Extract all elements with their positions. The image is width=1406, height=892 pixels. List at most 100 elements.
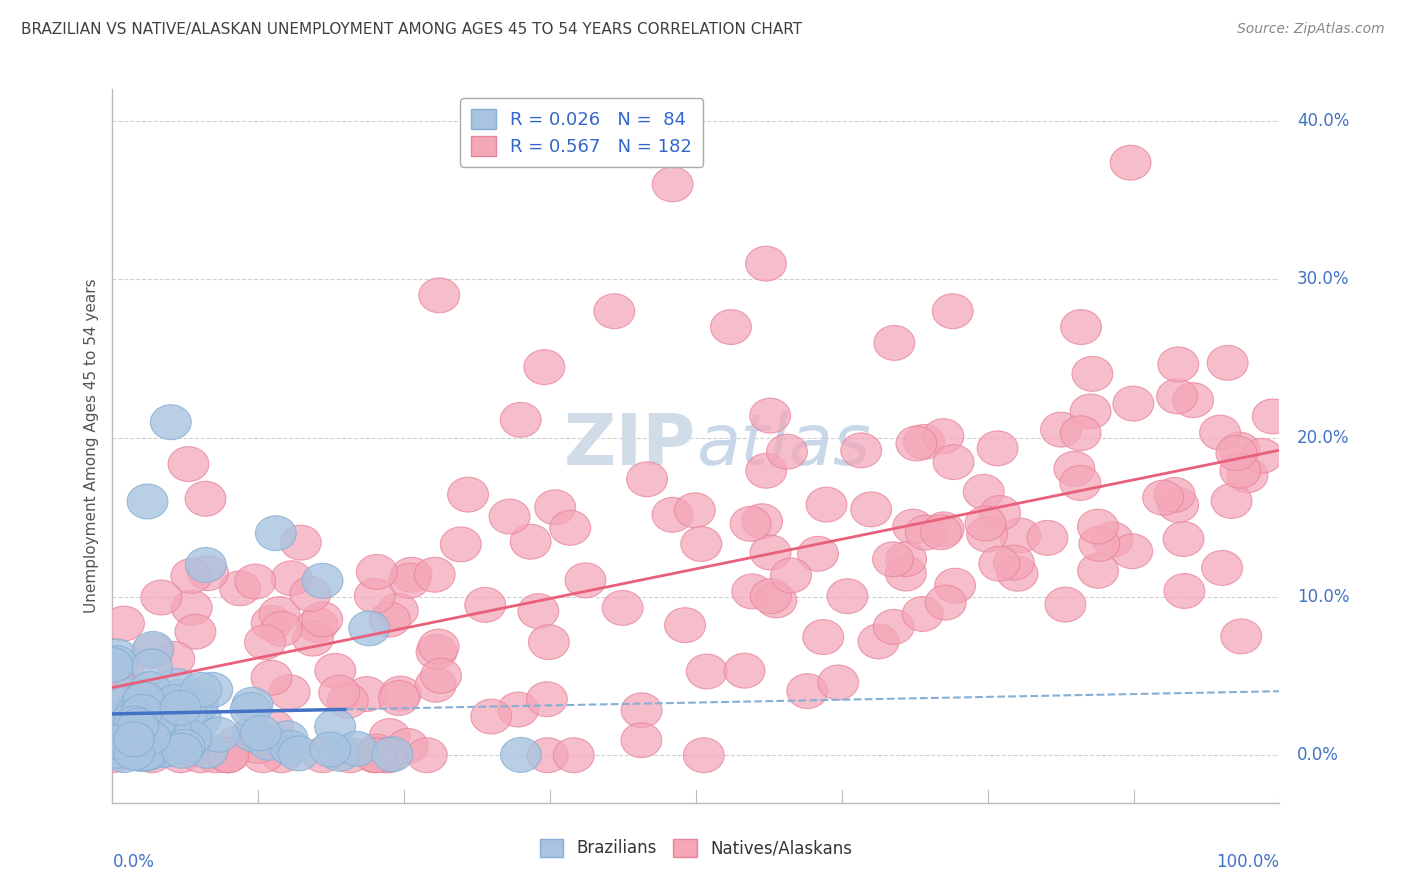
Text: 0.0%: 0.0% <box>112 853 155 871</box>
Ellipse shape <box>217 726 257 761</box>
Ellipse shape <box>231 692 271 727</box>
Ellipse shape <box>391 558 432 592</box>
Ellipse shape <box>963 475 1004 509</box>
Ellipse shape <box>550 510 591 545</box>
Ellipse shape <box>419 278 460 313</box>
Ellipse shape <box>806 487 846 522</box>
Ellipse shape <box>602 591 643 625</box>
Ellipse shape <box>252 606 292 640</box>
Ellipse shape <box>745 453 786 488</box>
Ellipse shape <box>129 720 170 755</box>
Ellipse shape <box>681 526 721 561</box>
Ellipse shape <box>534 490 575 524</box>
Ellipse shape <box>1143 480 1184 515</box>
Ellipse shape <box>903 597 943 632</box>
Ellipse shape <box>921 515 962 549</box>
Ellipse shape <box>745 246 786 281</box>
Text: Source: ZipAtlas.com: Source: ZipAtlas.com <box>1237 22 1385 37</box>
Ellipse shape <box>922 418 965 453</box>
Ellipse shape <box>1060 416 1101 450</box>
Ellipse shape <box>271 561 312 596</box>
Ellipse shape <box>128 736 169 771</box>
Ellipse shape <box>110 678 150 713</box>
Ellipse shape <box>733 574 773 609</box>
Ellipse shape <box>886 556 927 591</box>
Ellipse shape <box>132 632 173 666</box>
Ellipse shape <box>207 738 247 772</box>
Ellipse shape <box>787 673 828 708</box>
Y-axis label: Unemployment Among Ages 45 to 54 years: Unemployment Among Ages 45 to 54 years <box>83 278 98 614</box>
Ellipse shape <box>1054 451 1095 486</box>
Ellipse shape <box>730 507 770 541</box>
Ellipse shape <box>1220 453 1261 488</box>
Ellipse shape <box>1060 466 1101 500</box>
Ellipse shape <box>100 714 141 749</box>
Ellipse shape <box>1211 483 1251 518</box>
Ellipse shape <box>471 699 512 734</box>
Ellipse shape <box>756 583 797 618</box>
Ellipse shape <box>245 624 285 660</box>
Ellipse shape <box>803 620 844 655</box>
Ellipse shape <box>127 724 167 759</box>
Ellipse shape <box>1208 345 1249 380</box>
Ellipse shape <box>177 679 218 714</box>
Ellipse shape <box>118 708 159 743</box>
Ellipse shape <box>124 718 165 753</box>
Legend: Brazilians, Natives/Alaskans: Brazilians, Natives/Alaskans <box>531 830 860 866</box>
Ellipse shape <box>135 708 176 743</box>
Ellipse shape <box>167 447 209 482</box>
Ellipse shape <box>94 726 135 762</box>
Ellipse shape <box>841 433 882 467</box>
Ellipse shape <box>418 629 458 664</box>
Ellipse shape <box>103 673 143 708</box>
Ellipse shape <box>249 725 290 760</box>
Ellipse shape <box>150 405 191 440</box>
Ellipse shape <box>235 564 276 599</box>
Ellipse shape <box>114 706 155 741</box>
Ellipse shape <box>129 722 170 757</box>
Ellipse shape <box>1077 509 1118 544</box>
Ellipse shape <box>447 477 488 512</box>
Ellipse shape <box>979 546 1019 582</box>
Ellipse shape <box>167 726 208 761</box>
Ellipse shape <box>1202 550 1243 585</box>
Ellipse shape <box>129 672 170 706</box>
Ellipse shape <box>97 733 139 768</box>
Ellipse shape <box>621 693 662 728</box>
Ellipse shape <box>377 593 418 628</box>
Ellipse shape <box>191 673 233 707</box>
Ellipse shape <box>1077 553 1119 588</box>
Ellipse shape <box>1060 310 1101 344</box>
Ellipse shape <box>1163 522 1204 557</box>
Ellipse shape <box>243 738 284 772</box>
Ellipse shape <box>373 737 413 772</box>
Ellipse shape <box>593 293 634 328</box>
Ellipse shape <box>138 690 180 725</box>
Ellipse shape <box>180 738 221 772</box>
Ellipse shape <box>91 738 134 772</box>
Ellipse shape <box>128 709 169 744</box>
Ellipse shape <box>290 576 330 612</box>
Ellipse shape <box>1253 399 1294 434</box>
Ellipse shape <box>1078 526 1119 561</box>
Ellipse shape <box>924 512 965 547</box>
Ellipse shape <box>97 639 138 674</box>
Ellipse shape <box>120 720 160 755</box>
Ellipse shape <box>389 563 430 599</box>
Ellipse shape <box>138 730 179 764</box>
Ellipse shape <box>797 536 838 571</box>
Ellipse shape <box>96 718 136 753</box>
Ellipse shape <box>131 649 173 684</box>
Ellipse shape <box>187 556 229 591</box>
Ellipse shape <box>166 697 207 731</box>
Text: 30.0%: 30.0% <box>1296 270 1350 288</box>
Ellipse shape <box>517 594 558 629</box>
Ellipse shape <box>159 680 200 714</box>
Ellipse shape <box>1199 415 1240 450</box>
Ellipse shape <box>208 738 249 772</box>
Ellipse shape <box>141 580 181 615</box>
Ellipse shape <box>997 557 1038 591</box>
Ellipse shape <box>1070 394 1111 429</box>
Ellipse shape <box>354 578 395 614</box>
Ellipse shape <box>125 736 166 771</box>
